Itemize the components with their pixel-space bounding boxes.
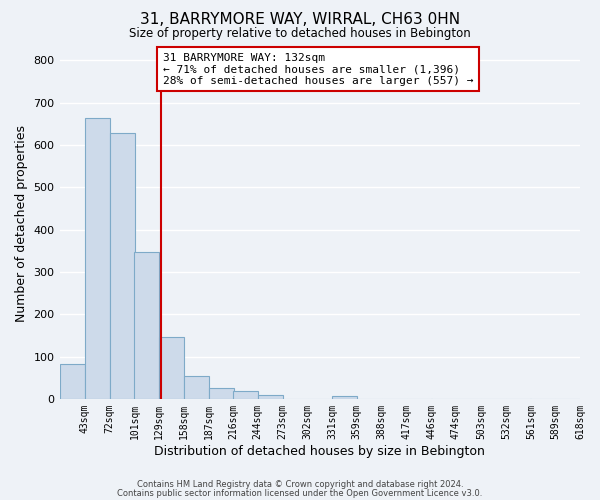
Text: 31 BARRYMORE WAY: 132sqm
← 71% of detached houses are smaller (1,396)
28% of sem: 31 BARRYMORE WAY: 132sqm ← 71% of detach… xyxy=(163,52,473,86)
Text: 31, BARRYMORE WAY, WIRRAL, CH63 0HN: 31, BARRYMORE WAY, WIRRAL, CH63 0HN xyxy=(140,12,460,28)
Text: Contains public sector information licensed under the Open Government Licence v3: Contains public sector information licen… xyxy=(118,490,482,498)
Bar xyxy=(233,391,258,399)
Y-axis label: Number of detached properties: Number of detached properties xyxy=(15,124,28,322)
X-axis label: Distribution of detached houses by size in Bebington: Distribution of detached houses by size … xyxy=(154,444,485,458)
Bar xyxy=(85,118,110,399)
Bar xyxy=(59,364,85,399)
Bar xyxy=(184,376,209,399)
Text: Contains HM Land Registry data © Crown copyright and database right 2024.: Contains HM Land Registry data © Crown c… xyxy=(137,480,463,489)
Bar xyxy=(209,388,233,399)
Bar xyxy=(258,394,283,399)
Bar xyxy=(110,133,134,399)
Text: Size of property relative to detached houses in Bebington: Size of property relative to detached ho… xyxy=(129,28,471,40)
Bar xyxy=(332,396,357,399)
Bar xyxy=(134,252,158,399)
Bar xyxy=(158,336,184,399)
